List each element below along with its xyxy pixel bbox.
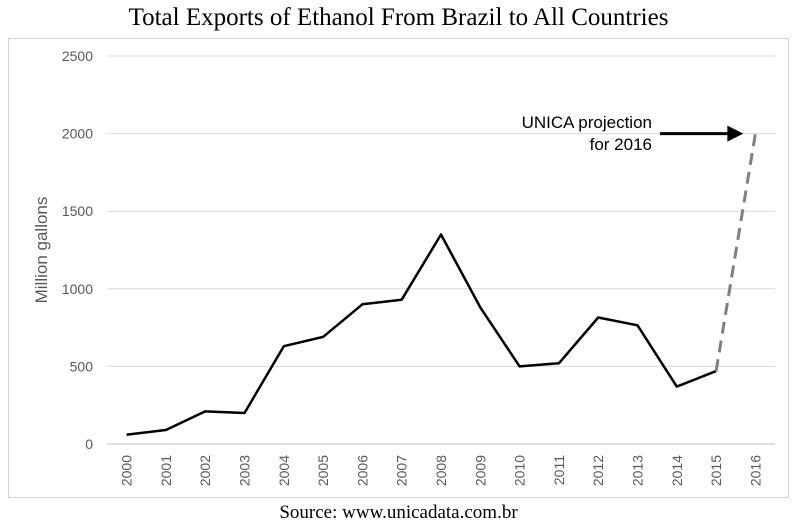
series-line-dashed [714,133,757,372]
x-tick-label-2012: 2012 [590,455,606,486]
plot-frame [8,38,789,498]
x-tick-label-2005: 2005 [315,455,331,486]
x-tick-label-2006: 2006 [354,455,370,486]
y-tick-label-2000: 2000 [62,126,93,142]
x-tick-label-2001: 2001 [158,455,174,486]
annotation-text-line-2: for 2016 [590,135,652,154]
chart-title: Total Exports of Ethanol From Brazil to … [128,4,669,31]
annotation-text-line-1: UNICA projection [522,113,652,132]
x-tick-label-2002: 2002 [197,455,213,486]
y-tick-label-1500: 1500 [62,203,93,219]
y-tick-label-500: 500 [70,358,94,374]
y-tick-label-0: 0 [85,436,93,452]
x-tick-label-2011: 2011 [551,455,567,485]
annotation-arrow-head [727,125,744,142]
x-tick-label-2010: 2010 [512,455,528,486]
x-tick-label-2009: 2009 [472,455,488,486]
y-tick-label-2500: 2500 [62,48,93,64]
chart-source: Source: www.unicadata.com.br [279,502,518,523]
x-tick-label-2016: 2016 [747,455,763,486]
series-line-solid [126,233,717,436]
x-tick-label-2004: 2004 [276,455,292,486]
x-tick-label-2008: 2008 [433,455,449,486]
y-axis-label: Million gallons [32,197,51,304]
x-tick-label-2000: 2000 [119,455,135,486]
x-tick-label-2014: 2014 [669,455,685,486]
x-tick-label-2007: 2007 [394,455,410,486]
x-tick-label-2015: 2015 [708,455,724,486]
y-tick-label-1000: 1000 [62,281,93,297]
x-tick-label-2003: 2003 [237,455,253,486]
x-tick-label-2013: 2013 [629,455,645,486]
